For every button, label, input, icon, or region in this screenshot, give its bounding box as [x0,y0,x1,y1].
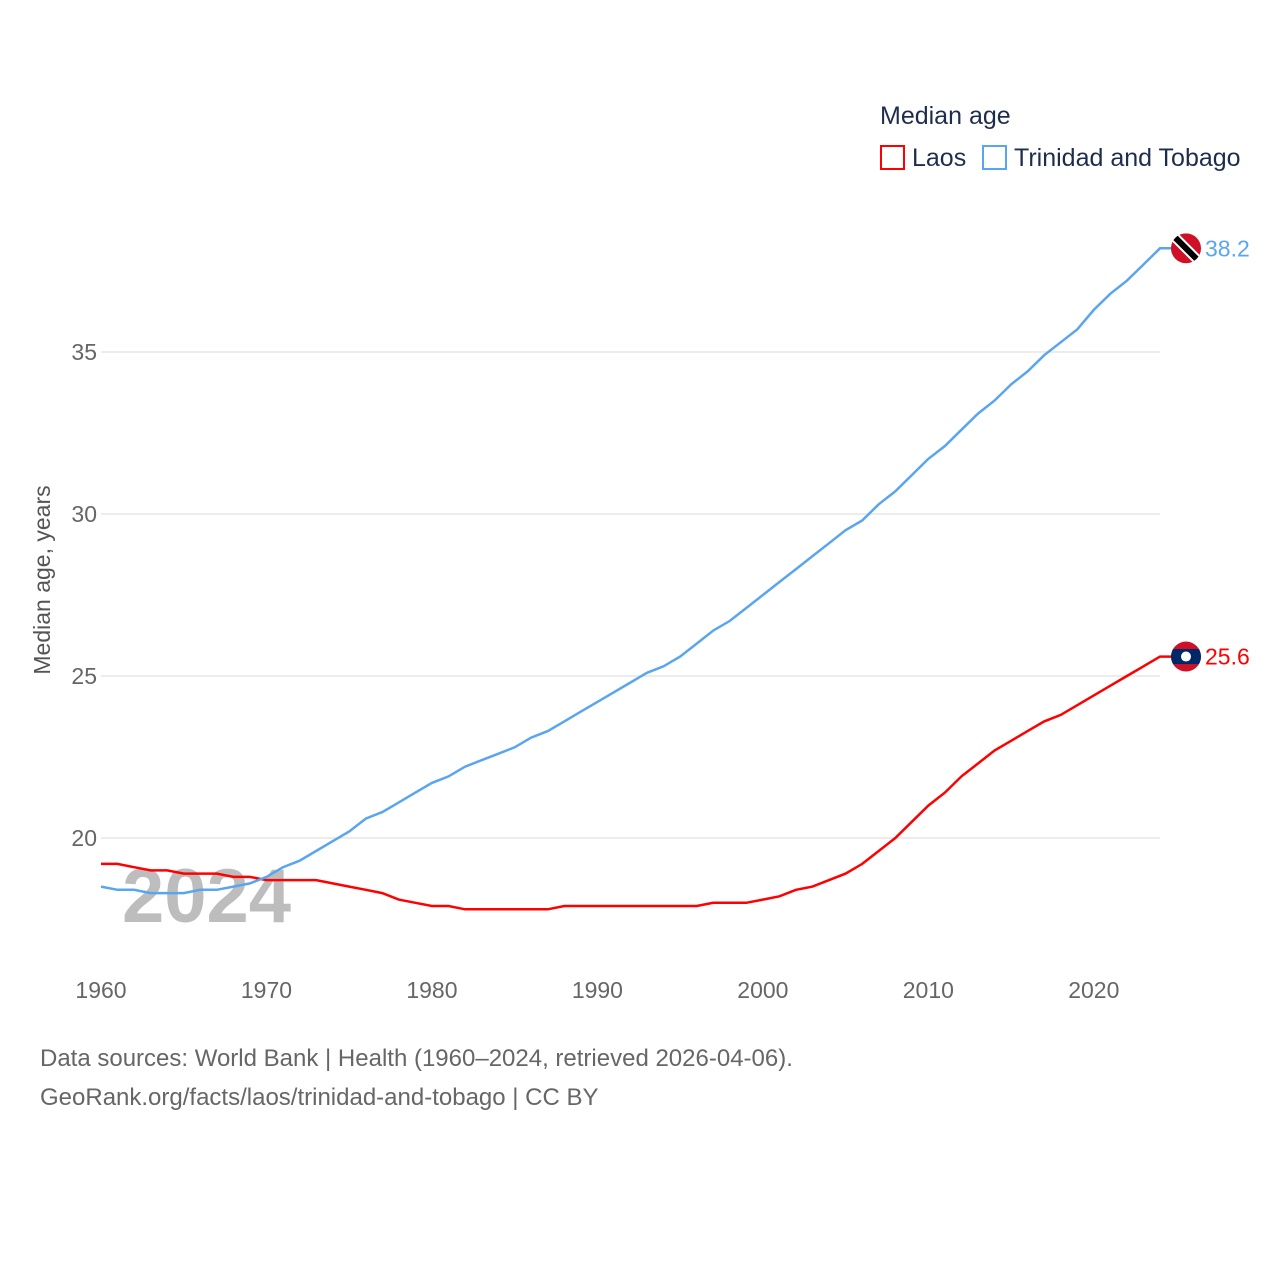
legend-title: Median age [880,102,1011,130]
x-tick-label: 1980 [406,977,457,1003]
data-sources: Data sources: World Bank | Health (1960–… [40,1045,793,1072]
x-tick-label: 1960 [75,977,126,1003]
legend-item-trinidad-and-tobago[interactable]: Trinidad and Tobago [982,144,1241,172]
x-tick-label: 2020 [1068,977,1119,1003]
y-tick-label: 25 [71,663,97,689]
series-line-trinidad-and-tobago [100,247,1172,895]
end-value-label: 25.6 [1205,644,1250,670]
end-value-label: 38.2 [1205,235,1250,261]
legend-swatch [982,145,1007,170]
year-watermark: 2024 [122,854,291,939]
legend-label: Trinidad and Tobago [1014,144,1241,172]
x-tick-label: 1990 [572,977,623,1003]
y-axis-label: Median age, years [29,485,55,674]
x-tick-label: 1970 [241,977,292,1003]
trinidad-and-tobago-flag-icon [1171,233,1201,264]
credit-link[interactable]: GeoRank.org/facts/laos/trinidad-and-toba… [40,1084,599,1111]
y-tick-label: 20 [71,825,97,851]
x-tick-label: 2000 [737,977,788,1003]
x-tick-label: 2010 [903,977,954,1003]
laos-flag-icon [1171,641,1201,672]
legend-label: Laos [912,144,966,172]
legend-item-laos[interactable]: Laos [880,144,966,172]
legend-swatch [880,145,905,170]
y-tick-label: 35 [71,339,97,365]
y-tick-label: 30 [71,501,97,527]
series-line-laos [101,655,1172,911]
